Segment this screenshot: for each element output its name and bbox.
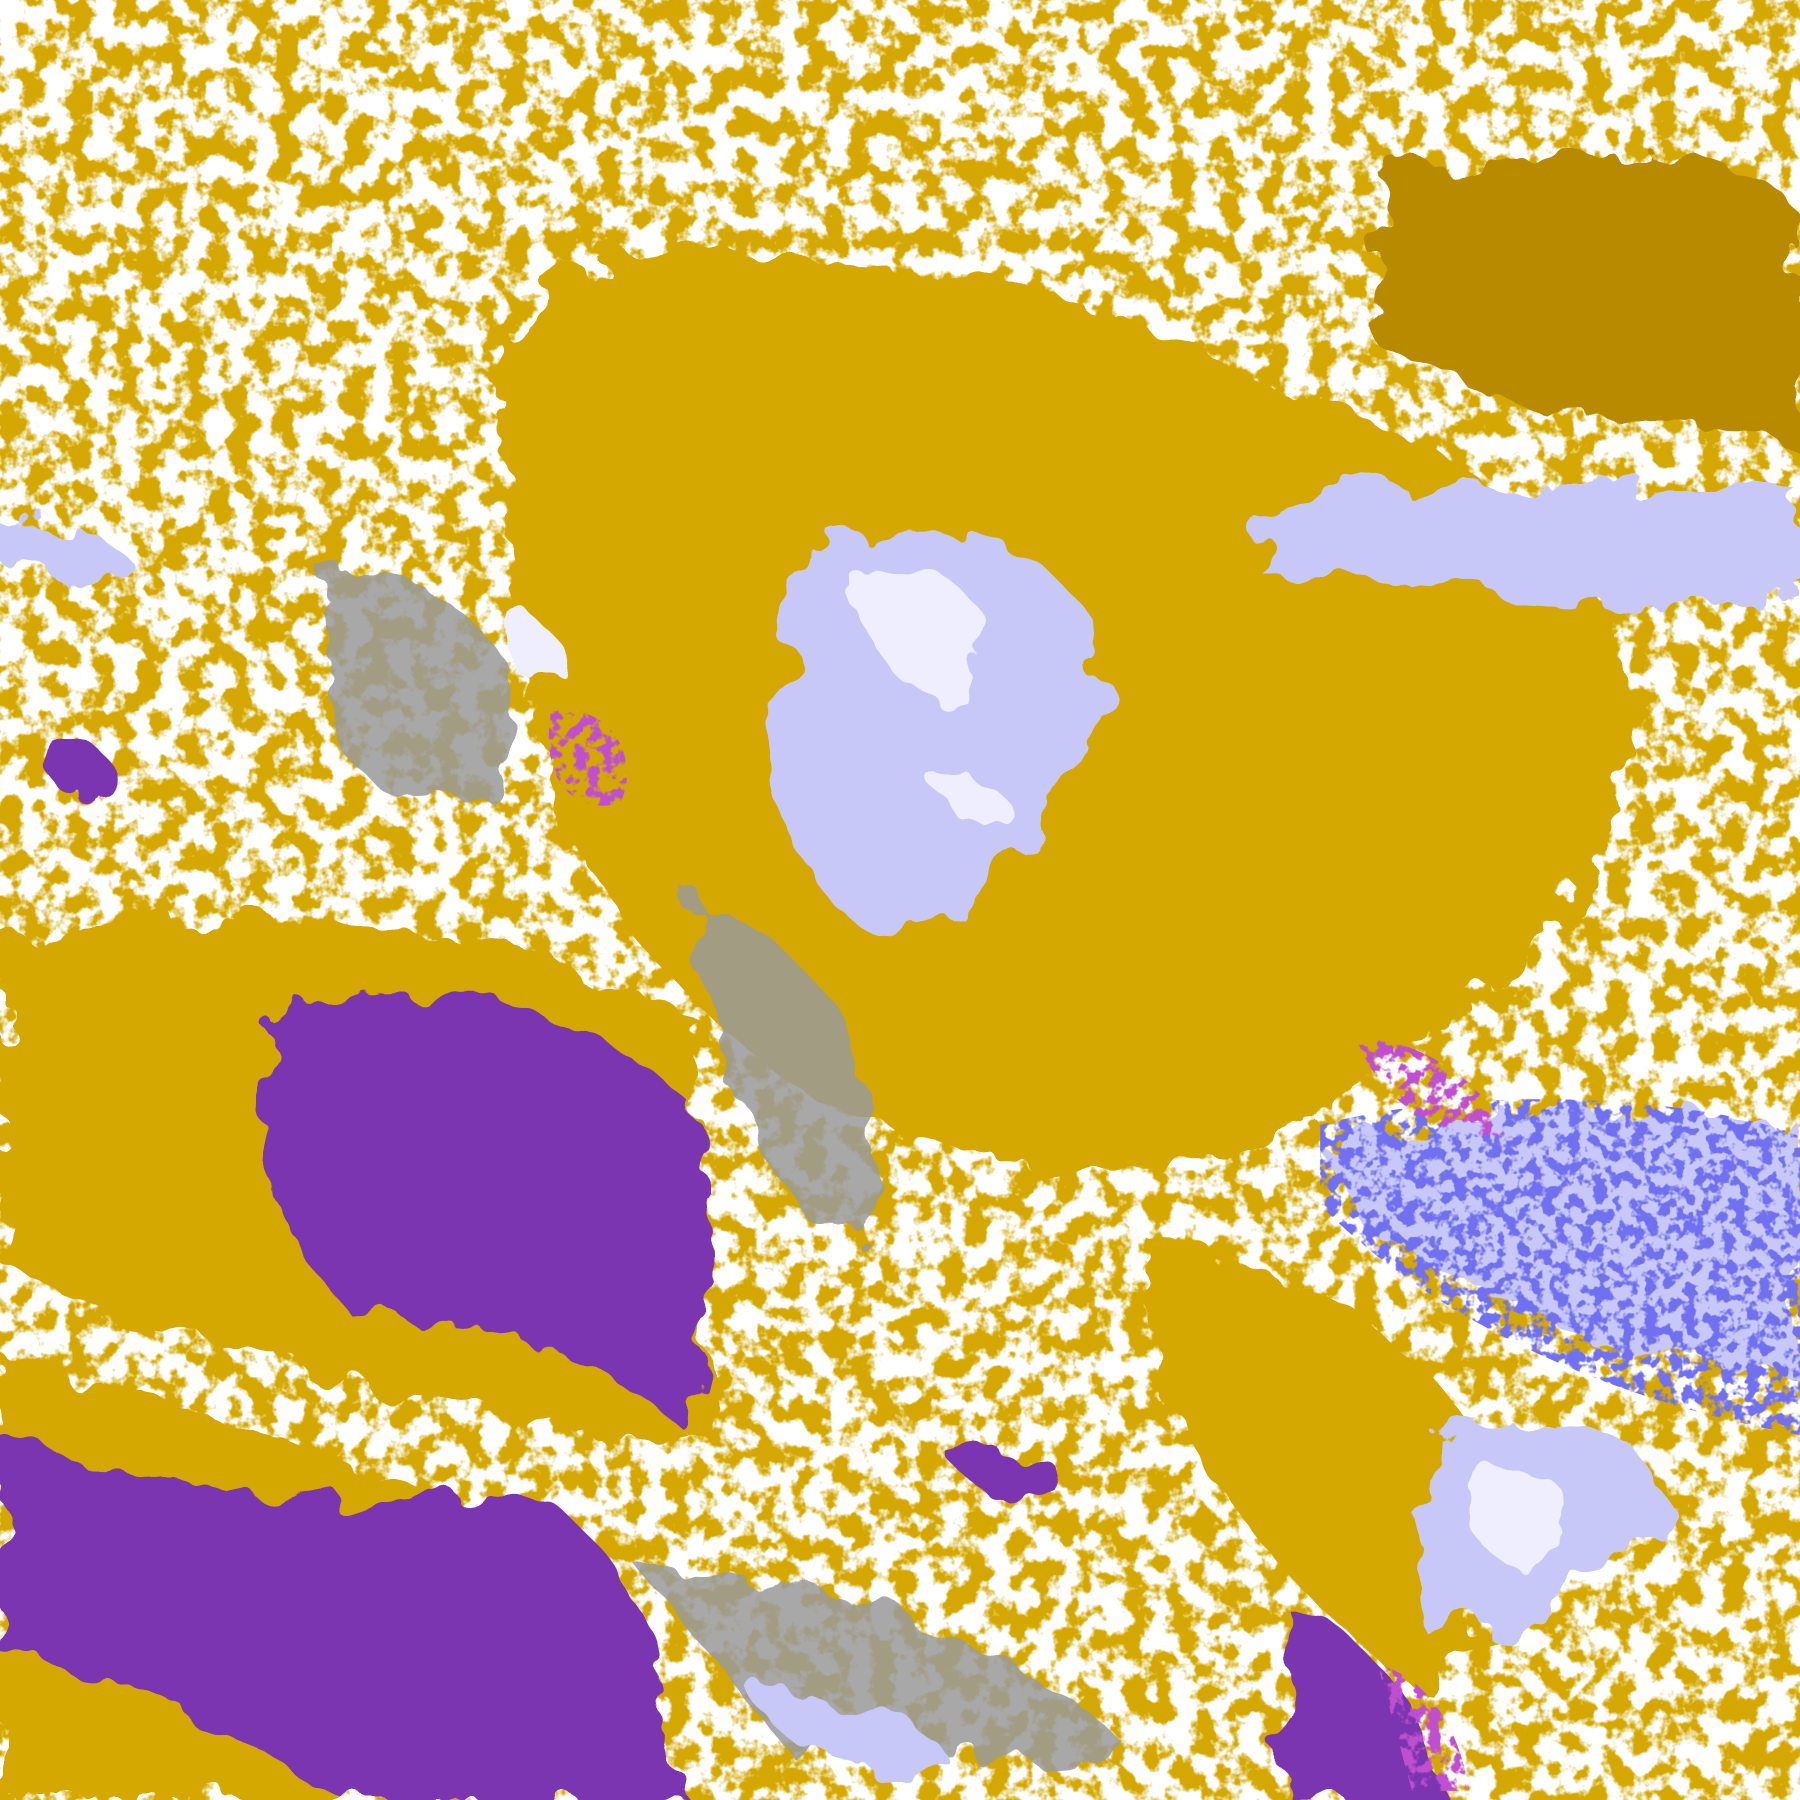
- thin-cloud-layer: [321, 570, 1125, 1768]
- very-high-cloud-tops: [493, 566, 1575, 1562]
- deep-convection: [548, 710, 1800, 1791]
